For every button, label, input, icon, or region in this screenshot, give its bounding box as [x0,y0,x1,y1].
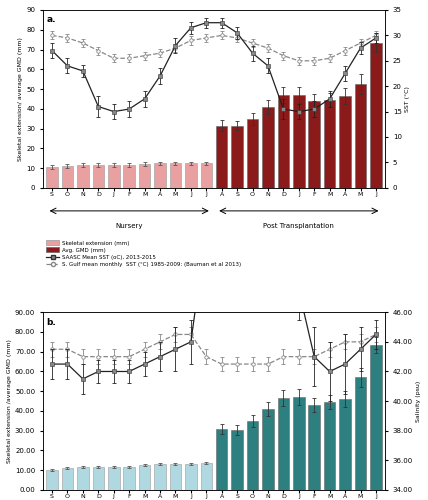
Bar [108,165,119,188]
Bar [139,164,150,188]
Bar [185,163,196,188]
Bar [309,101,320,188]
Y-axis label: SST (°C): SST (°C) [404,86,410,112]
Bar [108,468,119,490]
Bar [247,118,259,188]
Bar [216,126,228,188]
Bar [77,468,89,490]
Bar [92,468,104,490]
Bar [278,95,289,188]
Y-axis label: Skeletal extension /average GMD (mm): Skeletal extension /average GMD (mm) [7,339,12,463]
Bar [123,468,135,490]
Bar [154,464,166,490]
Bar [139,466,150,490]
Bar [62,166,73,188]
Bar [169,163,181,188]
Text: b.: b. [46,318,56,326]
Bar [232,126,243,188]
Bar [339,96,351,188]
Text: Nursery: Nursery [116,224,143,230]
Bar [370,42,382,188]
Bar [324,402,336,490]
Bar [355,84,366,188]
Text: Post Transplantation: Post Transplantation [263,224,334,230]
Bar [370,345,382,490]
Bar [169,464,181,490]
Bar [278,398,289,490]
Bar [339,399,351,490]
Bar [200,464,212,490]
Bar [77,165,89,188]
Bar [92,165,104,188]
Bar [216,429,228,490]
Text: a.: a. [46,16,56,24]
Bar [247,421,259,490]
Bar [232,430,243,490]
Bar [154,163,166,188]
Bar [262,107,274,188]
Bar [262,409,274,490]
Bar [185,464,196,490]
Bar [200,163,212,188]
Bar [355,378,366,490]
Bar [62,468,73,490]
Bar [309,405,320,490]
Legend: Skeletal extension (mm), Avg. GMD (mm), SAASC Mean SST (oC), 2013-2015, S. Gulf : Skeletal extension (mm), Avg. GMD (mm), … [45,240,241,267]
Y-axis label: Skeletal extension/ average GMD (mm): Skeletal extension/ average GMD (mm) [18,37,24,161]
Bar [324,100,336,188]
Bar [123,165,135,188]
Bar [46,470,58,490]
Y-axis label: Salinity (psu): Salinity (psu) [416,380,421,422]
Bar [293,95,305,188]
Bar [46,167,58,188]
Bar [293,397,305,490]
